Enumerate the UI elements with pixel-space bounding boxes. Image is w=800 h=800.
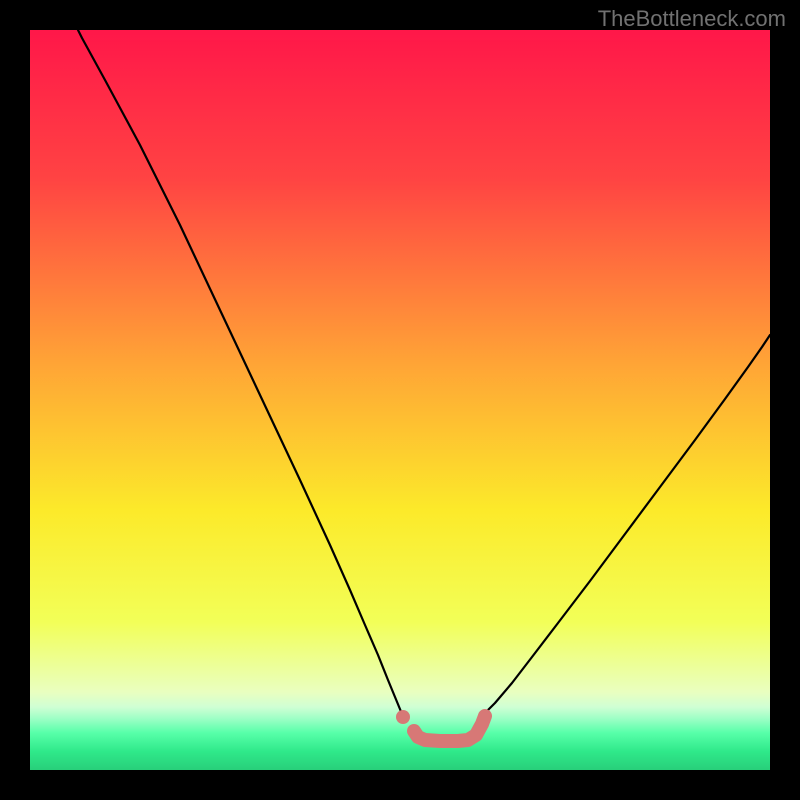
watermark-text: TheBottleneck.com	[598, 6, 786, 32]
chart-svg	[0, 0, 800, 800]
bottleneck-chart: TheBottleneck.com	[0, 0, 800, 800]
